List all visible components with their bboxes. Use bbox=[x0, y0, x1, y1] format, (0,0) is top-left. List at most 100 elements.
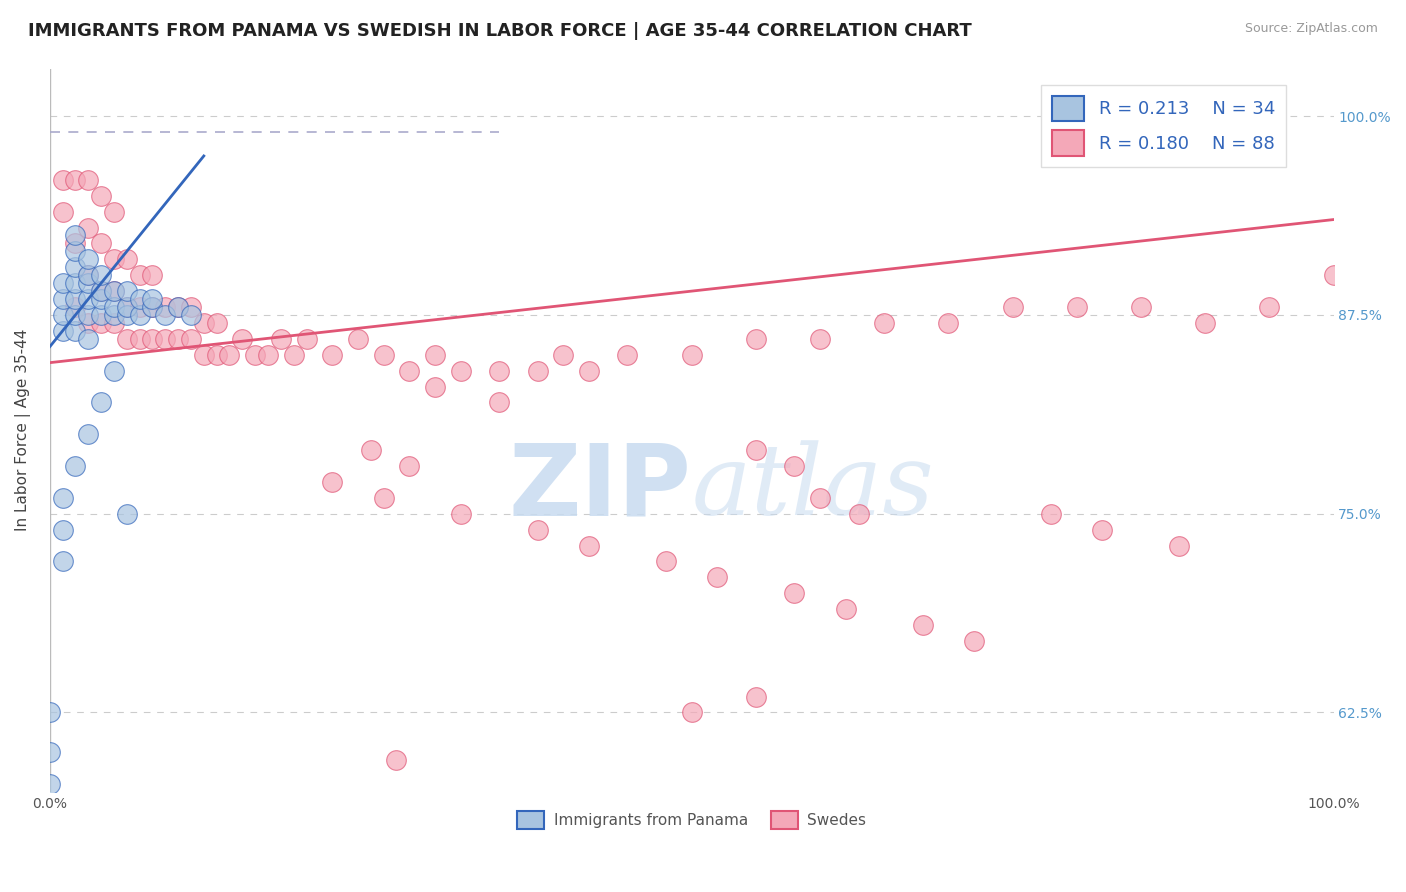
Point bbox=[52, 523, 75, 537]
Point bbox=[398, 363, 420, 377]
Point bbox=[193, 348, 215, 362]
Point bbox=[128, 300, 150, 314]
Point bbox=[834, 602, 856, 616]
Point bbox=[938, 316, 960, 330]
Point bbox=[115, 507, 138, 521]
Point bbox=[128, 268, 150, 283]
Point bbox=[90, 188, 112, 202]
Point bbox=[1168, 539, 1191, 553]
Point bbox=[167, 300, 190, 314]
Point bbox=[103, 363, 125, 377]
Text: IMMIGRANTS FROM PANAMA VS SWEDISH IN LABOR FORCE | AGE 35-44 CORRELATION CHART: IMMIGRANTS FROM PANAMA VS SWEDISH IN LAB… bbox=[28, 22, 972, 40]
Point bbox=[77, 173, 100, 187]
Point bbox=[1194, 316, 1216, 330]
Point bbox=[115, 332, 138, 346]
Point bbox=[205, 316, 228, 330]
Point bbox=[1129, 300, 1152, 314]
Point bbox=[180, 300, 202, 314]
Point bbox=[90, 268, 112, 283]
Point bbox=[52, 308, 75, 322]
Point bbox=[155, 300, 177, 314]
Point bbox=[90, 292, 112, 306]
Point bbox=[103, 204, 125, 219]
Point bbox=[578, 363, 600, 377]
Point bbox=[385, 753, 408, 767]
Point bbox=[141, 300, 163, 314]
Point bbox=[52, 554, 75, 568]
Point bbox=[193, 316, 215, 330]
Point bbox=[1066, 300, 1088, 314]
Point bbox=[1091, 523, 1114, 537]
Point bbox=[155, 308, 177, 322]
Point bbox=[65, 292, 87, 306]
Point bbox=[243, 348, 266, 362]
Point bbox=[745, 690, 768, 704]
Point bbox=[65, 236, 87, 251]
Point bbox=[423, 348, 446, 362]
Point bbox=[873, 316, 896, 330]
Point bbox=[141, 332, 163, 346]
Point bbox=[167, 300, 190, 314]
Point bbox=[77, 268, 100, 283]
Point bbox=[115, 284, 138, 298]
Point bbox=[808, 491, 831, 505]
Point bbox=[270, 332, 292, 346]
Point bbox=[655, 554, 678, 568]
Point bbox=[103, 252, 125, 267]
Point bbox=[52, 276, 75, 290]
Point bbox=[347, 332, 370, 346]
Point bbox=[115, 308, 138, 322]
Point bbox=[321, 348, 343, 362]
Point bbox=[295, 332, 318, 346]
Point bbox=[141, 300, 163, 314]
Point bbox=[65, 458, 87, 473]
Point bbox=[115, 300, 138, 314]
Point bbox=[180, 332, 202, 346]
Point bbox=[90, 395, 112, 409]
Point bbox=[90, 236, 112, 251]
Point bbox=[488, 363, 510, 377]
Point bbox=[77, 332, 100, 346]
Point bbox=[911, 618, 934, 632]
Point bbox=[38, 706, 60, 720]
Point bbox=[681, 348, 703, 362]
Point bbox=[77, 308, 100, 322]
Point bbox=[783, 458, 806, 473]
Point bbox=[526, 363, 548, 377]
Point bbox=[283, 348, 305, 362]
Point bbox=[398, 458, 420, 473]
Point bbox=[488, 395, 510, 409]
Point bbox=[706, 570, 728, 584]
Point bbox=[450, 363, 472, 377]
Point bbox=[90, 284, 112, 298]
Point bbox=[77, 427, 100, 442]
Point bbox=[783, 586, 806, 600]
Point bbox=[77, 220, 100, 235]
Point bbox=[38, 745, 60, 759]
Point bbox=[963, 634, 986, 648]
Point bbox=[65, 324, 87, 338]
Point bbox=[373, 348, 395, 362]
Point bbox=[65, 228, 87, 243]
Point bbox=[90, 316, 112, 330]
Point bbox=[65, 300, 87, 314]
Point bbox=[52, 324, 75, 338]
Text: Source: ZipAtlas.com: Source: ZipAtlas.com bbox=[1244, 22, 1378, 36]
Point bbox=[205, 348, 228, 362]
Point bbox=[65, 276, 87, 290]
Point bbox=[128, 332, 150, 346]
Point bbox=[77, 252, 100, 267]
Text: ZIP: ZIP bbox=[509, 440, 692, 537]
Point bbox=[77, 292, 100, 306]
Legend: Immigrants from Panama, Swedes: Immigrants from Panama, Swedes bbox=[510, 805, 873, 835]
Point bbox=[103, 284, 125, 298]
Point bbox=[52, 204, 75, 219]
Point bbox=[115, 252, 138, 267]
Point bbox=[218, 348, 240, 362]
Point bbox=[616, 348, 638, 362]
Y-axis label: In Labor Force | Age 35-44: In Labor Force | Age 35-44 bbox=[15, 329, 31, 532]
Point bbox=[52, 491, 75, 505]
Point bbox=[128, 308, 150, 322]
Point bbox=[52, 292, 75, 306]
Point bbox=[77, 268, 100, 283]
